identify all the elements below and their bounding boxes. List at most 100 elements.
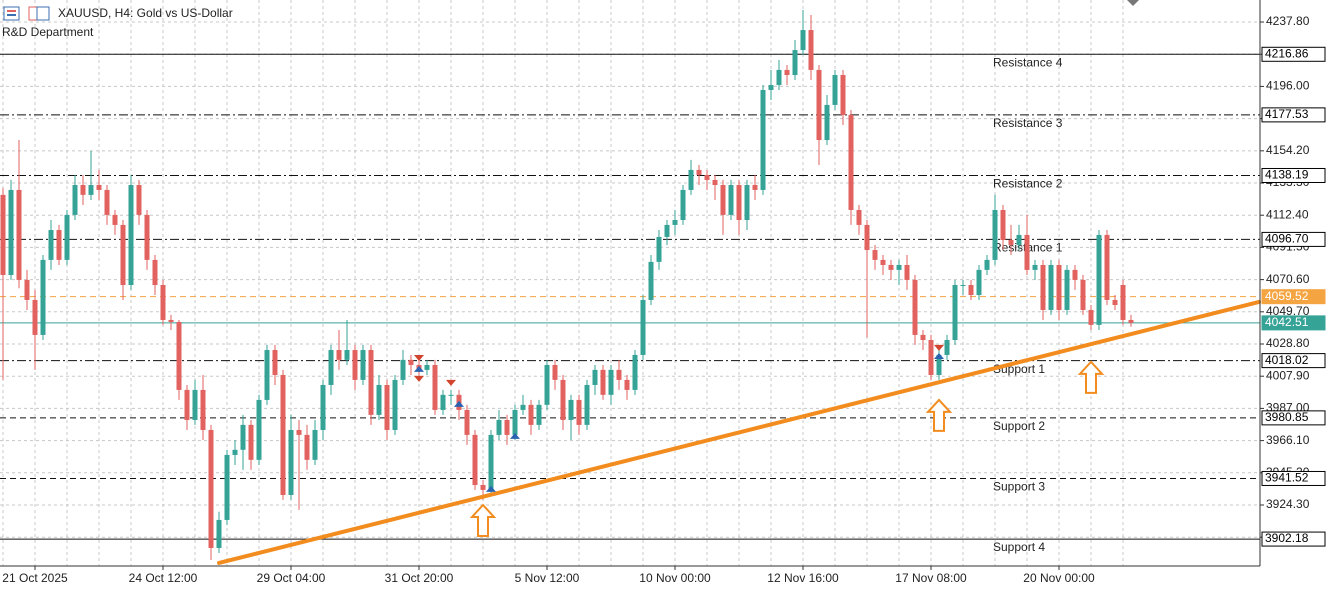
candle-body xyxy=(496,419,502,435)
candle-body xyxy=(384,384,390,430)
level-label: Resistance 2 xyxy=(993,177,1063,191)
candle-body xyxy=(1040,264,1046,310)
candle-body xyxy=(248,424,254,460)
y-tick-label: 3924.30 xyxy=(1266,497,1310,511)
candle-body xyxy=(88,185,94,195)
y-tick-label: 4196.00 xyxy=(1266,79,1310,93)
candle-body xyxy=(1104,234,1110,300)
candle-body xyxy=(464,409,470,435)
icon[interactable] xyxy=(36,6,50,21)
trendline xyxy=(217,299,1261,565)
candle-body xyxy=(352,350,358,380)
candle-body xyxy=(472,434,478,485)
candle-body xyxy=(664,224,670,237)
candle-body xyxy=(744,185,750,220)
candle-body xyxy=(872,250,878,260)
y-tick-label: 4049.70 xyxy=(1266,304,1310,318)
candle-body xyxy=(544,364,550,405)
candle-body xyxy=(448,394,454,396)
candle-body xyxy=(1112,299,1118,306)
candle-body xyxy=(592,369,598,385)
candle-body xyxy=(896,264,902,270)
candle-body xyxy=(624,379,630,390)
candle-body xyxy=(768,85,774,90)
candle-body xyxy=(568,399,574,420)
candle-body xyxy=(776,69,782,86)
candle-body xyxy=(1056,264,1062,310)
x-tick-label: 5 Nov 12:00 xyxy=(515,571,580,585)
candle-body xyxy=(264,350,270,400)
x-tick-label: 17 Nov 08:00 xyxy=(895,571,967,585)
candle-body xyxy=(368,350,374,415)
icon[interactable] xyxy=(28,6,38,21)
price-box-label: 4177.53 xyxy=(1265,107,1309,121)
candle-body xyxy=(920,334,926,341)
price-box-label: 4138.19 xyxy=(1265,168,1309,182)
chart-subtitle: R&D Department xyxy=(2,25,94,39)
candle-body xyxy=(112,214,118,225)
candle-body xyxy=(200,389,206,430)
candle-body xyxy=(184,389,190,420)
level-label: Resistance 4 xyxy=(993,55,1063,69)
chart-title: XAUUSD, H4: Gold vs US-Dollar xyxy=(58,6,233,20)
candle-body xyxy=(688,169,694,190)
candle-body xyxy=(1000,209,1006,241)
candle-body xyxy=(1008,240,1014,245)
buy-signal xyxy=(454,400,464,407)
y-tick-label: 4237.80 xyxy=(1266,14,1310,28)
price-box-label: 4018.02 xyxy=(1265,353,1309,367)
candle-body xyxy=(632,354,638,390)
candle-body xyxy=(256,399,262,460)
candle-body xyxy=(736,185,742,220)
price-box-label: 4096.70 xyxy=(1265,232,1309,246)
y-tick-label: 4028.80 xyxy=(1266,336,1310,350)
candle-body xyxy=(1120,285,1126,320)
price-box-label: 4042.51 xyxy=(1265,315,1309,329)
candle-body xyxy=(672,219,678,225)
toolbar-icons xyxy=(3,6,50,21)
candle-body xyxy=(320,384,326,430)
candle-body xyxy=(360,350,366,380)
candle-body xyxy=(608,369,614,395)
candle-body xyxy=(552,364,558,380)
y-tick-label: 3966.10 xyxy=(1266,433,1310,447)
y-tick-label: 4112.40 xyxy=(1266,207,1309,221)
buy-signal xyxy=(486,485,496,492)
candle-body xyxy=(1072,269,1078,280)
candle-body xyxy=(440,394,446,410)
x-tick-label: 21 Oct 2025 xyxy=(2,571,68,585)
candle-body xyxy=(1128,319,1134,323)
sell-signal xyxy=(446,379,456,386)
candle-body xyxy=(208,429,214,548)
candle-body xyxy=(304,434,310,460)
candle-body xyxy=(600,369,606,395)
x-tick-label: 24 Oct 12:00 xyxy=(129,571,198,585)
icon[interactable] xyxy=(3,6,20,21)
price-box-label: 3902.18 xyxy=(1265,531,1309,545)
candle-body xyxy=(944,340,950,355)
candle-body xyxy=(80,185,86,195)
price-box xyxy=(1261,531,1326,547)
price-box xyxy=(1261,46,1326,62)
candle-body xyxy=(504,419,510,435)
x-tick-label: 31 Oct 20:00 xyxy=(385,571,454,585)
x-tick-label: 20 Nov 00:00 xyxy=(1023,571,1095,585)
candle-body xyxy=(528,404,534,425)
candle-body xyxy=(488,434,494,490)
candle-body xyxy=(848,114,854,210)
price-box xyxy=(1261,107,1326,123)
candle-body xyxy=(1032,264,1038,270)
level-label: Support 2 xyxy=(993,419,1045,433)
candle-body xyxy=(192,389,198,420)
buy-signal xyxy=(414,365,424,372)
x-tick-label: 29 Oct 04:00 xyxy=(257,571,326,585)
candle-body xyxy=(712,179,718,186)
candle-body xyxy=(912,279,918,335)
candle-body xyxy=(432,364,438,410)
candle-body xyxy=(64,214,70,260)
candle-body xyxy=(288,429,294,495)
candle-body xyxy=(1064,269,1070,310)
candle-body xyxy=(376,384,382,415)
candle-body xyxy=(536,404,542,425)
